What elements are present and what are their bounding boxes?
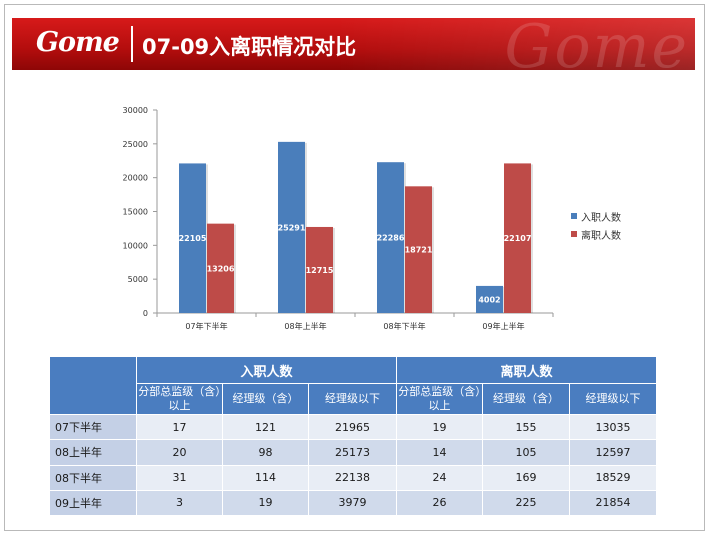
legend-item-hires: 入职人数 bbox=[571, 207, 621, 225]
table-cell: 225 bbox=[482, 489, 570, 517]
table-cell: 98 bbox=[222, 439, 309, 466]
legend-label-leavers: 离职人数 bbox=[581, 230, 621, 242]
y-tick-label: 20000 bbox=[123, 174, 148, 183]
y-tick-label: 10000 bbox=[123, 241, 148, 250]
table-cell: 17 bbox=[136, 413, 223, 441]
data-label: 18721 bbox=[405, 246, 433, 255]
table-row: 08下半年 31 114 22138 24 169 18529 bbox=[49, 464, 657, 491]
y-tick-label: 0 bbox=[143, 309, 148, 318]
row-label: 08下半年 bbox=[49, 464, 137, 491]
legend-swatch-leavers bbox=[571, 231, 577, 237]
legend-swatch-hires bbox=[571, 213, 577, 219]
bar bbox=[179, 163, 206, 313]
bar bbox=[306, 226, 333, 313]
y-tick-label: 30000 bbox=[123, 106, 148, 115]
data-label: 12715 bbox=[306, 266, 334, 275]
header-banner: Gome Gome 07-09入离职情况对比 bbox=[12, 18, 695, 70]
subheader-manager: 经理级（含） bbox=[482, 383, 570, 415]
data-label: 22286 bbox=[377, 234, 405, 243]
table-cell: 19 bbox=[222, 489, 309, 517]
data-label: 22105 bbox=[179, 234, 207, 243]
bar bbox=[278, 141, 305, 313]
legend-label-hires: 入职人数 bbox=[581, 212, 621, 224]
subheader-director: 分部总监级（含）以上 bbox=[396, 383, 483, 415]
table-cell: 121 bbox=[222, 413, 309, 441]
table-cell: 12597 bbox=[569, 439, 657, 466]
table-cell: 13035 bbox=[569, 413, 657, 441]
table-cell: 22138 bbox=[308, 464, 397, 491]
gome-logo: Gome bbox=[36, 27, 120, 58]
data-label: 13206 bbox=[207, 264, 235, 273]
legend-item-leavers: 离职人数 bbox=[571, 225, 621, 243]
x-tick-label: 07年下半年 bbox=[185, 321, 227, 331]
table-row: 09上半年 3 19 3979 26 225 21854 bbox=[49, 489, 657, 517]
bar bbox=[504, 163, 531, 313]
x-tick-label: 09年上半年 bbox=[482, 321, 524, 331]
subheader-below-manager: 经理级以下 bbox=[569, 383, 657, 415]
chart-legend: 入职人数 离职人数 bbox=[571, 207, 621, 243]
bar bbox=[476, 285, 503, 313]
group-header-hires: 入职人数 bbox=[136, 356, 397, 384]
table-cell: 26 bbox=[396, 489, 483, 517]
subheader-below-manager: 经理级以下 bbox=[308, 383, 397, 415]
table-row: 07下半年 17 121 21965 19 155 13035 bbox=[49, 413, 657, 441]
table-cell: 169 bbox=[482, 464, 570, 491]
slide-frame bbox=[4, 4, 705, 531]
table-row: 08上半年 20 98 25173 14 105 12597 bbox=[49, 439, 657, 466]
y-tick-label: 15000 bbox=[123, 208, 148, 217]
data-label: 22107 bbox=[504, 234, 532, 243]
table-cell: 25173 bbox=[308, 439, 397, 466]
bar bbox=[377, 162, 404, 313]
x-tick-label: 08年下半年 bbox=[383, 321, 425, 331]
data-label: 4002 bbox=[478, 295, 500, 304]
table-cell: 155 bbox=[482, 413, 570, 441]
table-cell: 3 bbox=[136, 489, 223, 517]
subheader-manager: 经理级（含） bbox=[222, 383, 309, 415]
group-header-leavers: 离职人数 bbox=[396, 356, 657, 384]
table-cell: 24 bbox=[396, 464, 483, 491]
table-cell: 14 bbox=[396, 439, 483, 466]
bar bbox=[207, 223, 234, 313]
y-tick-label: 25000 bbox=[123, 140, 148, 149]
page-title: 07-09入离职情况对比 bbox=[142, 35, 357, 59]
table-cell: 3979 bbox=[308, 489, 397, 517]
table-cell: 20 bbox=[136, 439, 223, 466]
header-divider bbox=[131, 26, 133, 62]
subheader-director: 分部总监级（含）以上 bbox=[136, 383, 223, 415]
bar bbox=[405, 186, 432, 313]
table-cell: 18529 bbox=[569, 464, 657, 491]
table-corner bbox=[49, 356, 137, 415]
table-cell: 19 bbox=[396, 413, 483, 441]
table-cell: 21965 bbox=[308, 413, 397, 441]
row-label: 07下半年 bbox=[49, 413, 137, 441]
bar-chart: 0 5000 10000 15000 20000 25000 30000 07年下半年 2210… bbox=[123, 106, 554, 331]
banner-shade bbox=[335, 18, 695, 70]
table-cell: 21854 bbox=[569, 489, 657, 517]
table-cell: 114 bbox=[222, 464, 309, 491]
y-tick-label: 5000 bbox=[128, 275, 148, 284]
table-cell: 31 bbox=[136, 464, 223, 491]
logo-watermark: Gome bbox=[504, 18, 689, 70]
staff-stats-table: 入职人数 离职人数 分部总监级（含）以上 经理级（含） 经理级以下 分部总监级（… bbox=[49, 356, 657, 517]
data-label: 25291 bbox=[278, 223, 306, 232]
row-label: 08上半年 bbox=[49, 439, 137, 466]
table-cell: 105 bbox=[482, 439, 570, 466]
row-label: 09上半年 bbox=[49, 489, 137, 517]
x-tick-label: 08年上半年 bbox=[284, 321, 326, 331]
